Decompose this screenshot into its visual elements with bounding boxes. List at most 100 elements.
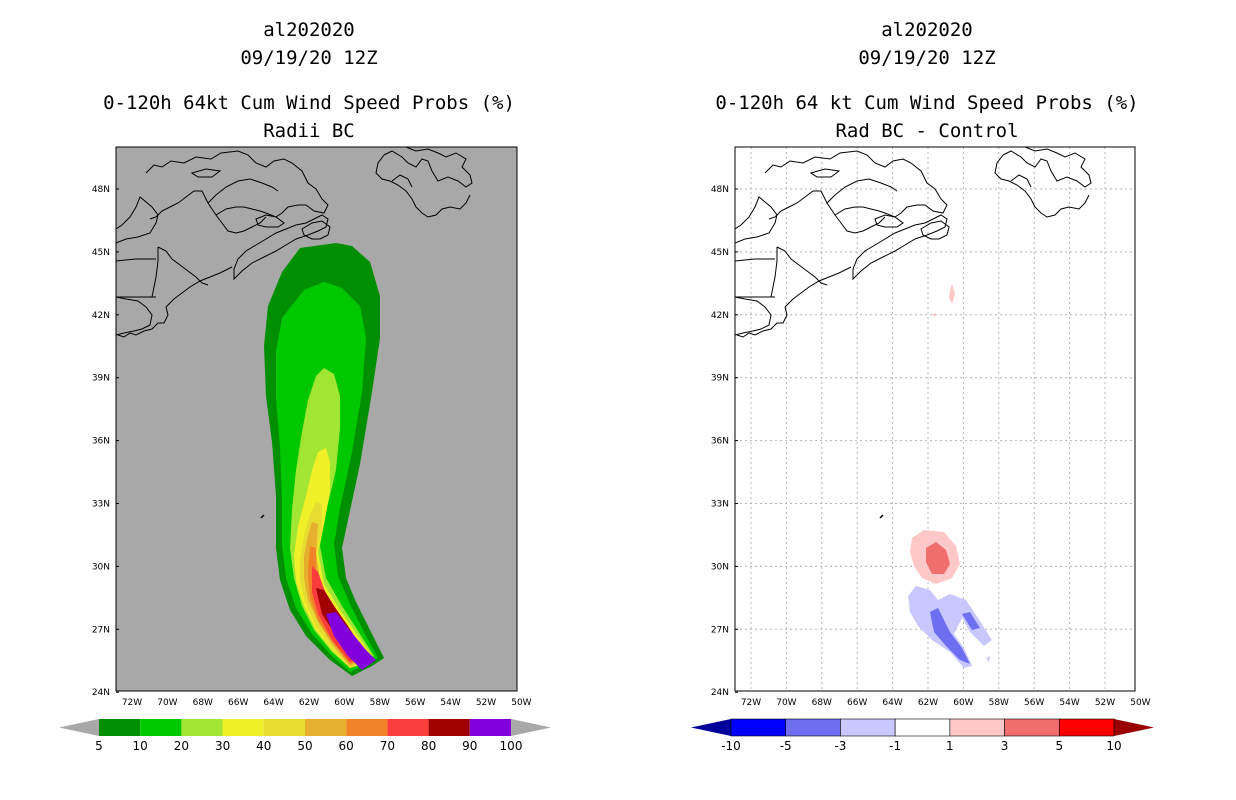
latitude-tick-label: 24N bbox=[92, 688, 110, 698]
left-title-date: 09/19/20 12Z bbox=[240, 47, 378, 69]
colorbar-label: 60 bbox=[339, 739, 354, 753]
colorbar-label: 3 bbox=[1001, 739, 1009, 753]
colorbar-swatch bbox=[222, 719, 264, 736]
colorbar-label: 10 bbox=[1106, 739, 1121, 753]
colorbar-label: 5 bbox=[95, 739, 103, 753]
diff-minus1-south bbox=[908, 586, 992, 668]
contour-40pct bbox=[300, 502, 370, 668]
colorbar-label: -1 bbox=[889, 739, 901, 753]
right-difference-contours bbox=[908, 284, 992, 668]
latitude-tick-label: 45N bbox=[92, 248, 110, 258]
longitude-tick-label: 72W bbox=[741, 698, 761, 708]
longitude-tick-label: 68W bbox=[812, 698, 832, 708]
left-map-panel: 48N 45N 42N 39N 36N 33N 30N 27N 24N 72W 70W 68W 66W 6… bbox=[59, 146, 551, 753]
colorbar-label: 1 bbox=[946, 739, 954, 753]
colorbar-label: 70 bbox=[380, 739, 395, 753]
colorbar-right-arrow bbox=[511, 719, 551, 736]
longitude-tick-label: 50W bbox=[511, 698, 531, 708]
colorbar-swatch bbox=[894, 718, 951, 737]
colorbar-label: 100 bbox=[500, 739, 523, 753]
right-map-panel: 48N 45N 42N 39N 36N 33N 30N 27N 24N 72W 70W 68W 66W 6… bbox=[691, 146, 1154, 753]
colorbar-label: 50 bbox=[297, 739, 312, 753]
right-title-subtitle: Rad BC - Control bbox=[835, 120, 1019, 142]
longitude-tick-label: 54W bbox=[440, 698, 460, 708]
latitude-tick-label: 33N bbox=[92, 500, 110, 510]
colorbar-swatch bbox=[263, 719, 305, 736]
longitude-tick-label: 56W bbox=[405, 698, 425, 708]
left-probability-contours bbox=[264, 243, 384, 676]
colorbar-swatch bbox=[469, 719, 511, 736]
colorbar-label: -10 bbox=[721, 739, 741, 753]
colorbar-label: 20 bbox=[174, 739, 189, 753]
colorbar-swatch bbox=[99, 719, 141, 736]
colorbar-swatch bbox=[730, 718, 787, 737]
colorbar-label: 80 bbox=[421, 739, 436, 753]
left-map-frame bbox=[115, 146, 518, 692]
longitude-tick-label: 56W bbox=[1024, 698, 1044, 708]
right-title-date: 09/19/20 12Z bbox=[858, 47, 996, 69]
colorbar-swatch bbox=[785, 718, 841, 737]
colorbar-label: 40 bbox=[256, 739, 271, 753]
colorbar-left-arrow bbox=[59, 719, 99, 736]
right-colorbar: -10 -5 -3 -1 1 3 5 10 bbox=[691, 718, 1154, 753]
left-title-storm-id: al202020 bbox=[263, 19, 355, 41]
longitude-tick-label: 72W bbox=[122, 698, 142, 708]
colorbar-label: 5 bbox=[1055, 739, 1063, 753]
longitude-tick-label: 52W bbox=[476, 698, 496, 708]
latitude-tick-label: 27N bbox=[711, 625, 729, 635]
colorbar-swatch bbox=[1004, 718, 1060, 737]
diff-minus1-dot bbox=[986, 656, 990, 662]
colorbar-swatch bbox=[387, 719, 429, 736]
latitude-tick-label: 39N bbox=[711, 374, 729, 384]
latitude-tick-label: 24N bbox=[711, 688, 729, 698]
longitude-tick-label: 50W bbox=[1130, 698, 1150, 708]
latitude-tick-label: 45N bbox=[711, 248, 729, 258]
right-map-frame bbox=[734, 146, 1136, 692]
colorbar-swatch bbox=[840, 718, 896, 737]
diff-plus3-center bbox=[926, 542, 950, 574]
longitude-tick-label: 58W bbox=[989, 698, 1009, 708]
latitude-tick-label: 42N bbox=[711, 311, 729, 321]
left-title-product: 0-120h 64kt Cum Wind Speed Probs (%) bbox=[103, 92, 515, 114]
colorbar-label: 10 bbox=[133, 739, 148, 753]
right-title-product: 0-120h 64 kt Cum Wind Speed Probs (%) bbox=[715, 92, 1139, 114]
colorbar-swatch bbox=[346, 719, 388, 736]
colorbar-left-arrow bbox=[691, 719, 731, 736]
latitude-tick-label: 48N bbox=[711, 185, 729, 195]
diff-plus1-north bbox=[949, 284, 955, 304]
longitude-tick-label: 64W bbox=[882, 698, 902, 708]
latitude-tick-label: 36N bbox=[92, 437, 110, 447]
colorbar-right-arrow bbox=[1114, 719, 1154, 736]
longitude-tick-label: 60W bbox=[334, 698, 354, 708]
left-title-subtitle: Radii BC bbox=[263, 120, 355, 142]
latitude-tick-label: 36N bbox=[711, 437, 729, 447]
latitude-tick-label: 30N bbox=[711, 562, 729, 572]
longitude-tick-label: 66W bbox=[228, 698, 248, 708]
longitude-tick-label: 70W bbox=[157, 698, 177, 708]
longitude-tick-label: 60W bbox=[953, 698, 973, 708]
colorbar-swatch bbox=[140, 719, 182, 736]
latitude-tick-label: 27N bbox=[92, 625, 110, 635]
colorbar-label: -5 bbox=[780, 739, 792, 753]
longitude-tick-label: 62W bbox=[918, 698, 938, 708]
colorbar-swatch bbox=[181, 719, 223, 736]
longitude-tick-label: 66W bbox=[847, 698, 867, 708]
longitude-tick-label: 68W bbox=[193, 698, 213, 708]
left-colorbar: 5 10 20 30 40 50 60 70 80 90 100 bbox=[59, 719, 551, 753]
longitude-tick-label: 52W bbox=[1095, 698, 1115, 708]
colorbar-swatch bbox=[305, 719, 347, 736]
longitude-tick-label: 62W bbox=[299, 698, 319, 708]
latitude-tick-label: 39N bbox=[92, 374, 110, 384]
latitude-tick-label: 42N bbox=[92, 311, 110, 321]
colorbar-swatch bbox=[428, 719, 470, 736]
longitude-tick-label: 54W bbox=[1059, 698, 1079, 708]
diff-plus1-dot bbox=[932, 313, 936, 317]
longitude-tick-label: 70W bbox=[776, 698, 796, 708]
diff-minus3-east bbox=[962, 612, 980, 630]
contour-90pct bbox=[326, 612, 376, 670]
right-title-storm-id: al202020 bbox=[881, 19, 973, 41]
latitude-tick-label: 33N bbox=[711, 500, 729, 510]
colorbar-label: -3 bbox=[834, 739, 846, 753]
longitude-tick-label: 58W bbox=[370, 698, 390, 708]
